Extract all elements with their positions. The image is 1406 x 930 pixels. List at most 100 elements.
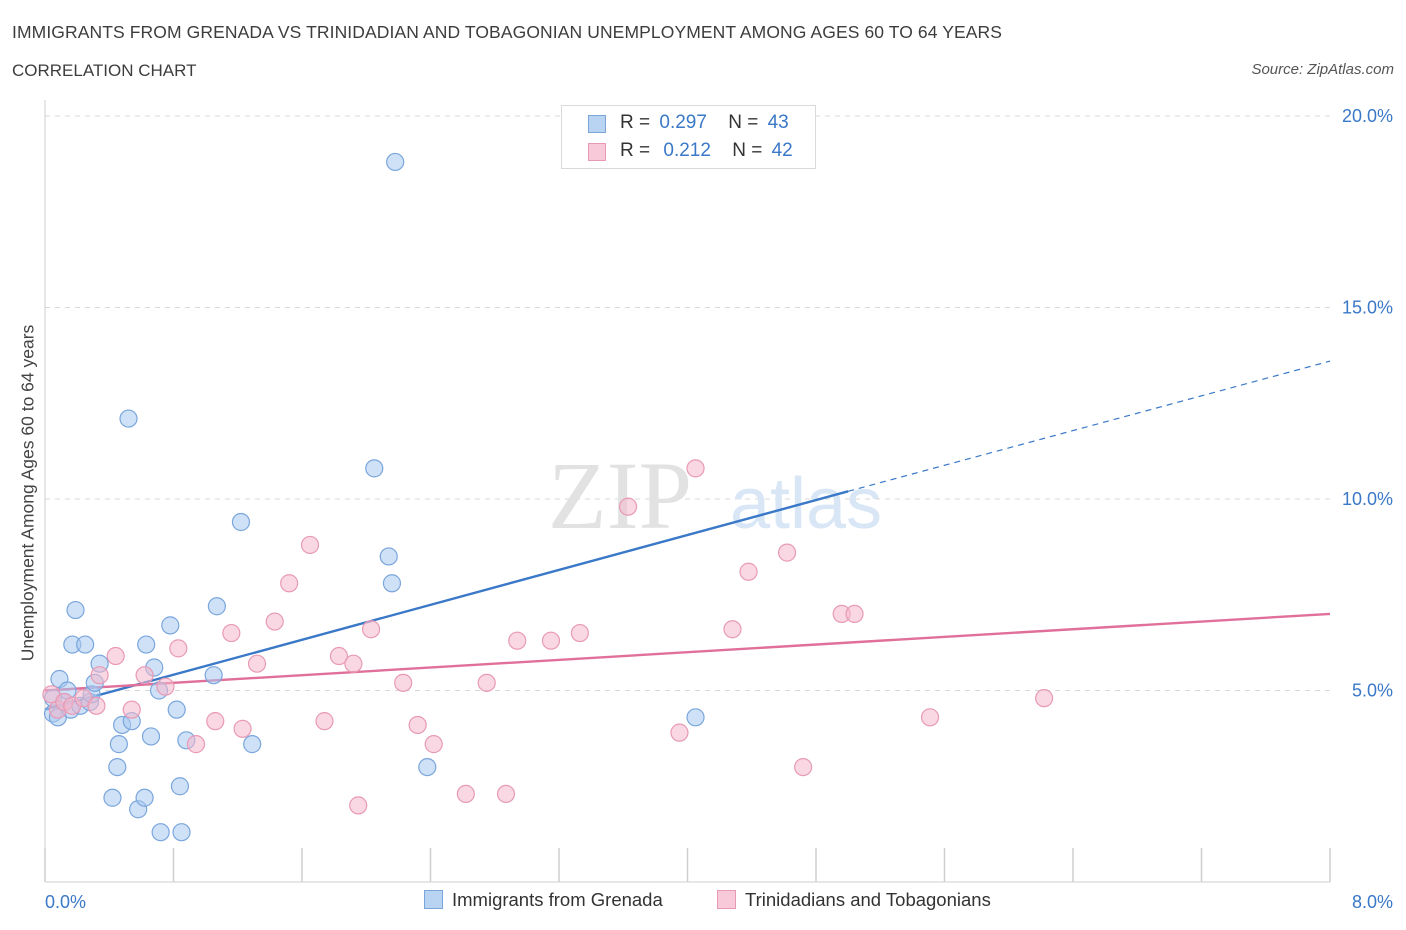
pink-data-point bbox=[349, 796, 368, 815]
pink-data-point bbox=[723, 620, 742, 639]
trend-lines bbox=[44, 360, 1331, 711]
blue-data-point bbox=[167, 700, 186, 719]
blue-data-point bbox=[204, 666, 223, 685]
pink-data-point bbox=[206, 712, 225, 731]
pink-data-point bbox=[456, 784, 475, 804]
pink-data-point bbox=[329, 646, 349, 666]
legend-r-value: 0.212 bbox=[663, 140, 711, 161]
chart-title: IMMIGRANTS FROM GRENADA VS TRINIDADIAN A… bbox=[12, 22, 1003, 42]
pink-data-point bbox=[106, 646, 125, 666]
pink-data-point bbox=[122, 700, 141, 719]
y-tick-label: 15.0% bbox=[1342, 298, 1393, 318]
bottom-legend-grenada: Immigrants from Grenada bbox=[424, 889, 663, 915]
legend-swatch-blue bbox=[588, 115, 606, 133]
chart-subtitle: CORRELATION CHART bbox=[12, 61, 197, 80]
pink-data-point bbox=[233, 719, 252, 738]
axes bbox=[44, 100, 1331, 883]
pink-data-point bbox=[265, 612, 284, 631]
blue-data-point bbox=[119, 409, 138, 428]
legend-r-label: R = bbox=[620, 140, 651, 161]
legend-swatch-pink bbox=[588, 143, 606, 161]
blue-data-point bbox=[172, 823, 191, 842]
blue-data-point bbox=[686, 708, 705, 727]
pink-data-point bbox=[508, 631, 527, 650]
pink-data-point bbox=[361, 620, 381, 639]
y-tick-label: 20.0% bbox=[1342, 106, 1393, 126]
pink-data-point bbox=[222, 623, 241, 643]
blue-data-point bbox=[382, 574, 402, 593]
data-points bbox=[42, 152, 1054, 842]
pink-data-point bbox=[156, 677, 175, 696]
y-axis-label: Unemployment Among Ages 60 to 64 years bbox=[17, 324, 38, 662]
blue-data-point bbox=[386, 152, 405, 172]
blue-data-point bbox=[243, 735, 262, 754]
pink-data-point bbox=[135, 666, 154, 685]
y-tick-label: 5.0% bbox=[1352, 681, 1393, 701]
blue-data-point bbox=[141, 727, 161, 746]
x-tick-label: 0.0% bbox=[45, 892, 86, 912]
blue-data-point bbox=[161, 616, 180, 635]
legend-r-label: R = bbox=[620, 112, 651, 133]
legend-n-label: N = bbox=[732, 140, 763, 161]
blue-data-point bbox=[207, 597, 226, 616]
bottom-legend-label: Immigrants from Grenada bbox=[452, 889, 663, 910]
pink-data-point bbox=[686, 459, 705, 478]
blue-data-point bbox=[108, 757, 127, 777]
pink-data-point bbox=[87, 696, 106, 715]
source-note: Source: ZipAtlas.com bbox=[1251, 61, 1394, 78]
blue-data-point bbox=[231, 512, 251, 532]
x-tick-label: 8.0% bbox=[1352, 892, 1393, 912]
legend-n-value: 42 bbox=[771, 140, 793, 161]
blue-data-point bbox=[137, 635, 156, 654]
blue-data-point bbox=[66, 600, 85, 620]
bottom-legend-label: Trinidadians and Tobagonians bbox=[745, 889, 991, 910]
grid bbox=[45, 115, 1330, 691]
legend-n-label: N = bbox=[728, 112, 759, 133]
pink-data-point bbox=[618, 497, 638, 516]
pink-data-point bbox=[408, 715, 427, 735]
pink-data-point bbox=[90, 666, 109, 685]
pink-trend-line bbox=[44, 612, 1331, 692]
bottom-legend-swatch-blue bbox=[424, 890, 443, 909]
pink-data-point bbox=[794, 757, 813, 777]
pink-data-point bbox=[280, 574, 299, 593]
blue-data-point bbox=[170, 777, 190, 796]
pink-data-point bbox=[247, 654, 267, 673]
blue-data-point bbox=[418, 757, 437, 777]
pink-data-point bbox=[300, 535, 320, 555]
blue-trend-extension bbox=[847, 360, 1331, 492]
pink-data-point bbox=[1034, 689, 1054, 708]
pink-data-point bbox=[186, 735, 206, 754]
watermark-zip: ZIP bbox=[548, 442, 692, 549]
blue-data-point bbox=[109, 735, 128, 754]
pink-data-point bbox=[541, 631, 561, 650]
tick-labels: 5.0% 10.0% 15.0% 20.0% 0.0% 8.0% bbox=[45, 106, 1393, 912]
pink-data-point bbox=[920, 708, 940, 727]
blue-data-point bbox=[103, 788, 122, 807]
pink-data-point bbox=[169, 639, 188, 658]
blue-data-point bbox=[135, 788, 154, 807]
correlation-legend: R = 0.297 N = 43 R = 0.212 N = 42 bbox=[561, 105, 816, 169]
pink-data-point bbox=[670, 723, 689, 742]
pink-data-point bbox=[424, 735, 443, 754]
pink-data-point bbox=[845, 604, 864, 624]
pink-data-point bbox=[777, 543, 797, 562]
pink-data-point bbox=[496, 784, 516, 804]
pink-data-point bbox=[570, 623, 589, 643]
blue-data-point bbox=[76, 635, 95, 654]
pink-data-point bbox=[477, 673, 496, 692]
bottom-legend-trinidad: Trinidadians and Tobagonians bbox=[717, 889, 991, 915]
pink-data-point bbox=[344, 654, 363, 673]
bottom-legend-swatch-pink bbox=[717, 890, 736, 909]
legend-n-value: 43 bbox=[767, 112, 789, 133]
blue-data-point bbox=[379, 547, 398, 566]
blue-data-point bbox=[365, 459, 384, 478]
pink-data-point bbox=[315, 712, 334, 731]
blue-data-point bbox=[151, 823, 170, 842]
legend-r-value: 0.297 bbox=[659, 112, 707, 133]
pink-data-point bbox=[739, 562, 758, 581]
pink-data-point bbox=[394, 673, 413, 692]
blue-trend-line bbox=[44, 490, 849, 711]
y-tick-label: 10.0% bbox=[1342, 489, 1393, 509]
